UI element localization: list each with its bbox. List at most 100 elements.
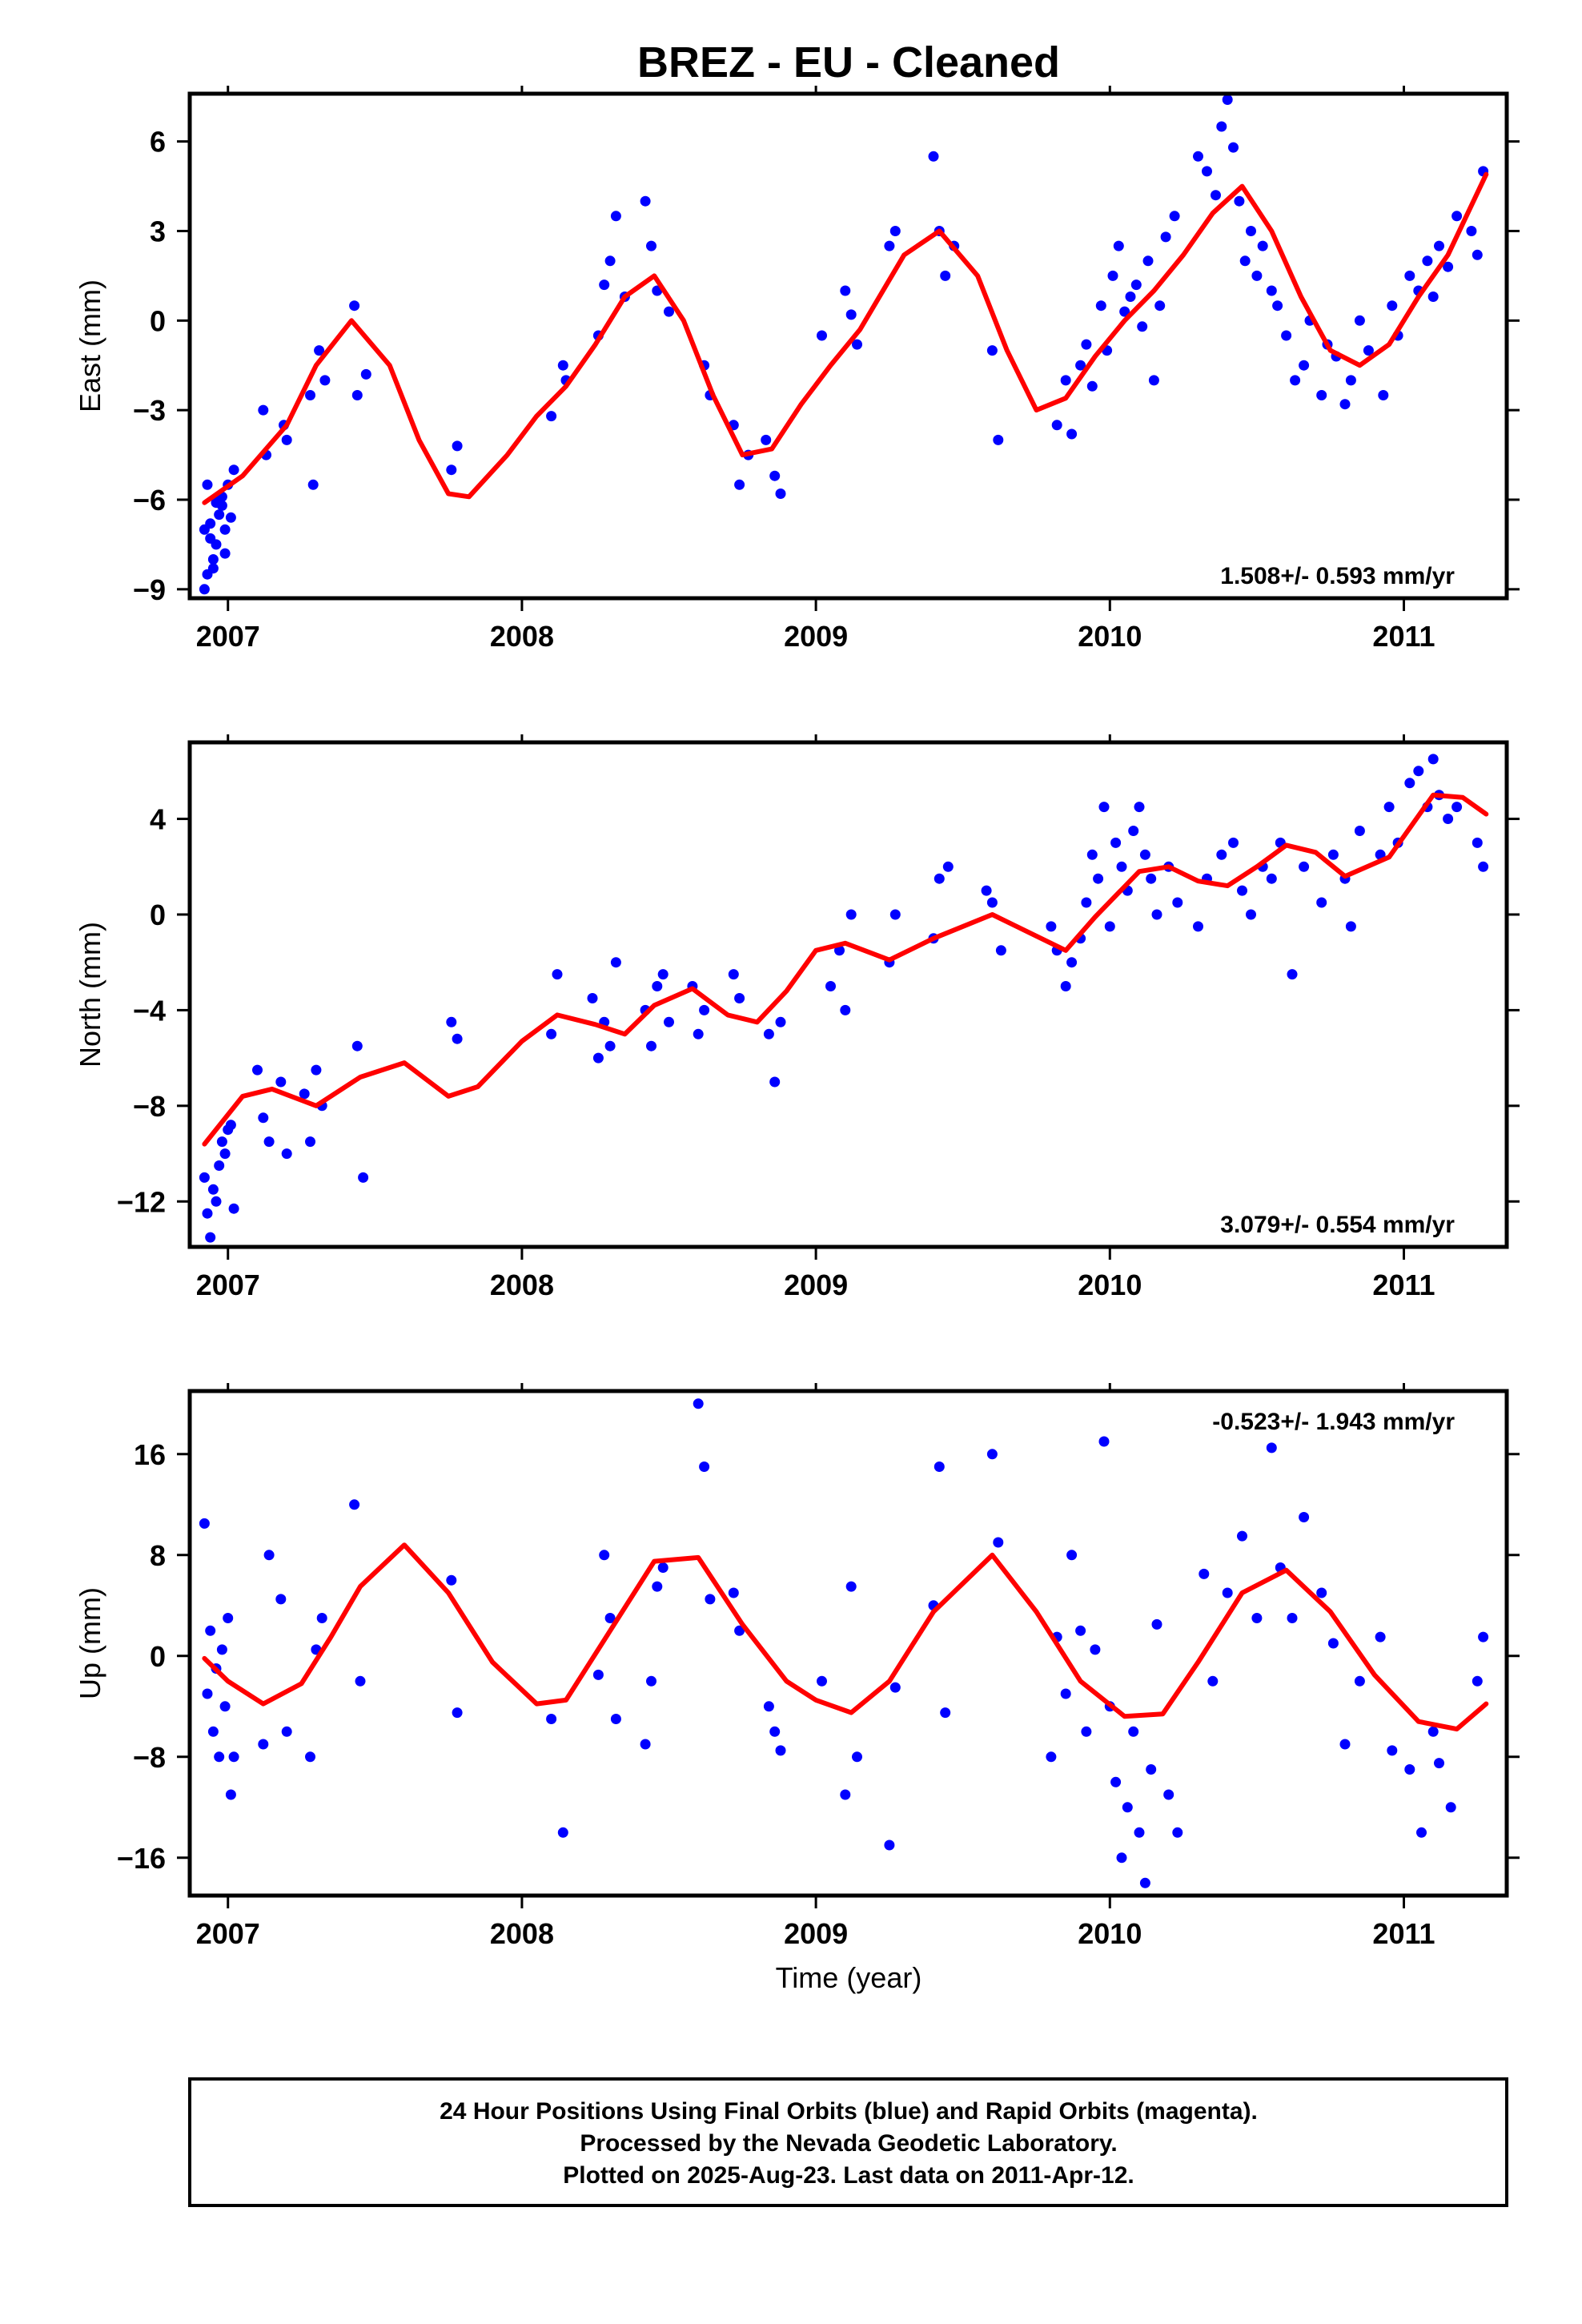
data-point xyxy=(1075,1625,1086,1636)
data-point xyxy=(889,1682,901,1693)
footer-line-2: Processed by the Nevada Geodetic Laborat… xyxy=(580,2130,1117,2157)
data-point xyxy=(1211,190,1221,201)
data-point xyxy=(942,861,954,872)
data-point xyxy=(446,1016,457,1027)
model-curve xyxy=(202,171,1489,505)
data-point xyxy=(834,945,845,956)
data-point xyxy=(546,1028,557,1039)
data-point xyxy=(1110,1776,1122,1787)
data-point xyxy=(1404,778,1415,789)
data-point xyxy=(1093,873,1104,884)
data-point xyxy=(817,1675,827,1687)
data-point xyxy=(225,1120,236,1131)
data-point xyxy=(1228,837,1239,848)
x-tick-label: 2011 xyxy=(1372,1269,1435,1301)
data-point xyxy=(1163,1789,1174,1800)
data-point xyxy=(1251,1613,1263,1623)
data-point xyxy=(1237,1530,1247,1542)
data-point xyxy=(1134,1827,1145,1838)
data-point xyxy=(852,1751,862,1763)
data-point xyxy=(205,1625,216,1636)
data-point xyxy=(1345,921,1356,932)
data-point xyxy=(640,1739,651,1750)
data-point xyxy=(1299,360,1310,371)
data-point xyxy=(1266,1442,1277,1454)
data-point xyxy=(1060,981,1071,991)
x-tick-label: 2009 xyxy=(784,620,848,653)
data-point xyxy=(1066,428,1078,440)
data-point xyxy=(319,375,331,386)
data-point xyxy=(934,873,945,884)
data-point xyxy=(305,390,315,400)
data-point xyxy=(219,1701,231,1712)
data-point xyxy=(1193,151,1203,162)
x-tick-label: 2007 xyxy=(196,1269,260,1301)
data-point xyxy=(1422,255,1433,267)
data-point xyxy=(599,279,610,291)
chart-title: BREZ - EU - Cleaned xyxy=(637,38,1060,86)
data-point xyxy=(592,1052,604,1063)
data-point xyxy=(358,1172,369,1183)
data-point xyxy=(928,151,939,162)
data-point xyxy=(1472,1675,1483,1687)
data-point xyxy=(1339,1739,1351,1750)
data-point xyxy=(775,1016,786,1027)
data-point xyxy=(446,1574,457,1586)
data-point xyxy=(993,434,1004,445)
data-point xyxy=(1139,1877,1150,1888)
data-point xyxy=(981,885,992,896)
data-point xyxy=(1119,306,1130,317)
data-point xyxy=(610,211,621,222)
data-point xyxy=(199,1518,210,1529)
data-point xyxy=(1246,226,1256,236)
data-point xyxy=(305,1751,315,1763)
data-point xyxy=(281,1148,292,1160)
x-tick-label: 2007 xyxy=(196,620,260,653)
data-point xyxy=(263,1136,275,1148)
data-point xyxy=(211,1196,222,1207)
x-tick-label: 2007 xyxy=(196,1917,260,1950)
data-point xyxy=(699,1462,710,1472)
data-point xyxy=(817,330,827,341)
data-point xyxy=(1478,861,1489,872)
data-point xyxy=(205,1232,216,1243)
data-point xyxy=(1116,861,1127,872)
y-tick-label: 3 xyxy=(150,215,166,247)
data-point xyxy=(1387,300,1398,312)
data-point xyxy=(228,1751,239,1763)
data-point xyxy=(646,1675,656,1687)
data-point xyxy=(351,1040,363,1051)
data-point xyxy=(1290,375,1301,386)
data-point xyxy=(1272,300,1283,312)
data-point xyxy=(1287,1613,1298,1623)
y-axis-label: East (mm) xyxy=(74,279,106,412)
y-tick-label: −8 xyxy=(133,1090,166,1123)
data-point xyxy=(1251,270,1263,281)
data-point xyxy=(1116,1852,1127,1864)
data-point xyxy=(546,411,557,422)
data-point xyxy=(657,1562,669,1573)
data-point xyxy=(1378,390,1389,400)
data-point xyxy=(202,479,213,490)
data-point xyxy=(225,1789,236,1800)
data-point xyxy=(1472,249,1483,260)
y-axis-label: Up (mm) xyxy=(74,1587,106,1699)
footer-line-3: Plotted on 2025-Aug-23. Last data on 201… xyxy=(563,2162,1134,2189)
data-point xyxy=(599,1550,610,1561)
data-point xyxy=(1246,909,1256,920)
data-point xyxy=(1472,837,1483,848)
data-point xyxy=(1066,1550,1078,1561)
data-point xyxy=(1134,802,1145,813)
y-tick-label: −6 xyxy=(133,484,166,517)
data-point xyxy=(316,1613,327,1623)
data-point xyxy=(263,1550,275,1561)
data-point xyxy=(1404,1764,1415,1775)
data-point xyxy=(986,345,998,356)
data-point xyxy=(1113,240,1124,251)
data-point xyxy=(769,1726,781,1737)
data-point xyxy=(889,226,901,236)
data-point xyxy=(258,1112,269,1124)
data-point xyxy=(1098,1436,1110,1447)
data-point xyxy=(763,1701,774,1712)
data-point xyxy=(1354,826,1365,836)
